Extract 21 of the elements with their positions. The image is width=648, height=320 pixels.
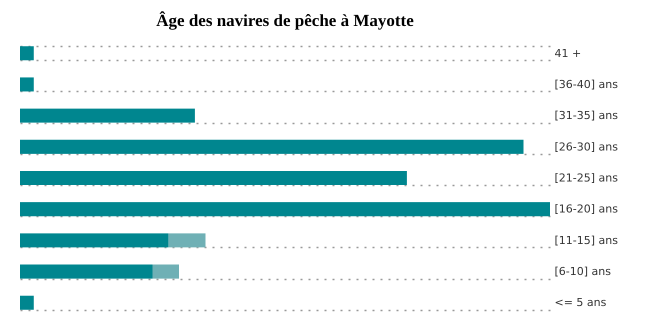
bar bbox=[20, 264, 152, 279]
bar bbox=[20, 202, 550, 216]
y-tick-label: 41 + bbox=[554, 46, 582, 60]
y-tick-label: [6-10] ans bbox=[554, 265, 612, 278]
y-tick-label: [21-25] ans bbox=[554, 172, 618, 184]
y-tick-label: [11-15] ans bbox=[554, 234, 618, 247]
y-tick-label: [36-40] ans bbox=[554, 78, 618, 91]
y-tick-label: [26-30] ans bbox=[554, 140, 618, 154]
bar bbox=[20, 108, 195, 123]
bar bbox=[152, 264, 179, 279]
bar bbox=[20, 296, 34, 310]
bar bbox=[168, 233, 206, 248]
bar bbox=[20, 77, 34, 92]
y-tick-label: [16-20] ans bbox=[554, 202, 618, 216]
y-tick-label: [31-35] ans bbox=[554, 109, 618, 122]
bar bbox=[20, 233, 168, 248]
chart-title: Âge des navires de pêche à Mayotte bbox=[156, 11, 414, 30]
bar bbox=[20, 140, 524, 154]
bar bbox=[20, 170, 407, 186]
bar bbox=[20, 46, 34, 60]
y-tick-label: <= 5 ans bbox=[554, 296, 607, 310]
